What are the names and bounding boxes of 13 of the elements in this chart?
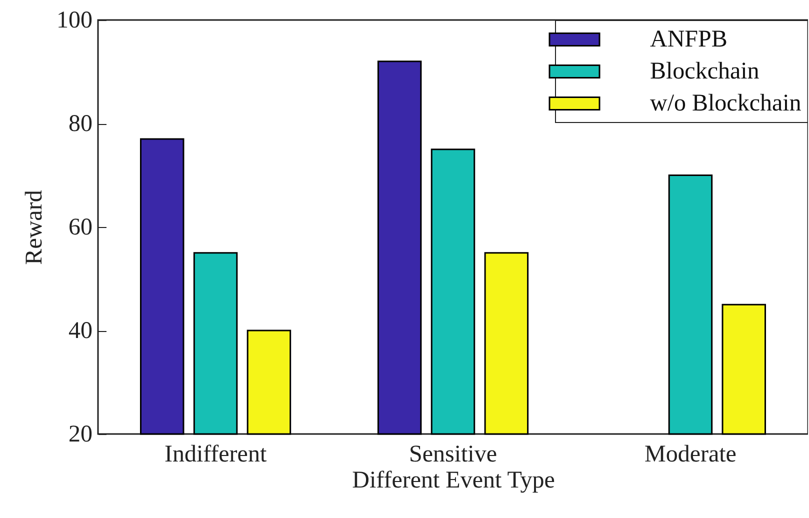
x-axis-title: Different Event Type <box>352 468 555 494</box>
y-tick-label: 20 <box>68 422 92 448</box>
x-tick-label: Indifferent <box>164 442 267 468</box>
x-tick-label: Moderate <box>644 442 736 468</box>
legend-label: ANFPB <box>650 26 728 52</box>
y-tick-label: 80 <box>68 111 92 137</box>
y-tick-label: 40 <box>68 318 92 344</box>
legend-label: w/o Blockchain <box>650 90 802 116</box>
x-tick-label: Sensitive <box>409 442 497 468</box>
legend-label: Blockchain <box>650 58 760 84</box>
y-axis-title: Reward <box>22 190 48 265</box>
y-tick-label: 100 <box>56 8 92 34</box>
y-tick-label: 60 <box>68 214 92 240</box>
